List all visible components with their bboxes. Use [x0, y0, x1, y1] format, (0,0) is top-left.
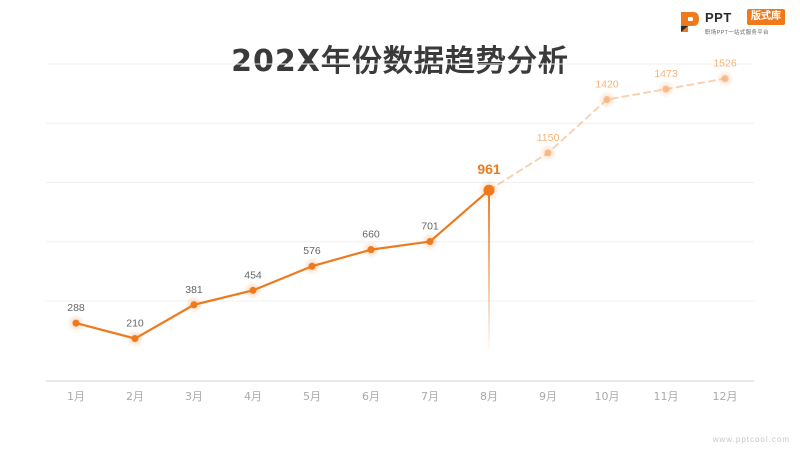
x-tick-label-12: 12月 — [713, 390, 738, 403]
x-tick-label-10: 10月 — [595, 390, 620, 403]
logo-p-icon — [681, 12, 699, 32]
data-point-1 — [72, 319, 80, 327]
highlight-drop-line — [488, 190, 490, 355]
data-label-2: 210 — [126, 318, 144, 330]
brand-logo: PPT 版式库 职场PPT一站式服务平台 — [679, 8, 795, 38]
data-point-8 — [483, 184, 495, 196]
x-tick-label-4: 4月 — [244, 390, 262, 403]
data-point-3 — [190, 301, 198, 309]
x-tick-label-5: 5月 — [303, 390, 321, 403]
x-tick-label-2: 2月 — [126, 390, 144, 403]
data-point-4 — [249, 286, 257, 294]
data-label-6: 660 — [362, 229, 380, 241]
data-label-9: 1150 — [537, 132, 560, 144]
data-label-1: 288 — [67, 302, 85, 314]
logo-tagline: 职场PPT一站式服务平台 — [705, 30, 769, 36]
x-tick-label-1: 1月 — [67, 390, 85, 403]
logo-badge: 版式库 — [747, 9, 785, 25]
logo-name: PPT — [705, 10, 732, 25]
x-tick-label-3: 3月 — [185, 390, 203, 403]
data-point-7 — [426, 238, 434, 246]
data-point-6 — [367, 246, 375, 254]
data-point-12 — [721, 75, 729, 83]
data-point-9 — [544, 149, 552, 157]
x-tick-label-11: 11月 — [654, 390, 679, 403]
x-tick-label-9: 9月 — [539, 390, 557, 403]
data-label-10: 1420 — [595, 79, 619, 91]
page-title: 202X年份数据趋势分析 — [231, 44, 569, 79]
data-label-5: 576 — [303, 245, 321, 257]
data-point-5 — [308, 262, 316, 270]
series-line-solid — [74, 189, 491, 340]
data-label-7: 701 — [421, 221, 439, 233]
data-point-2 — [131, 335, 139, 343]
data-label-3: 381 — [185, 284, 203, 296]
data-label-4: 454 — [244, 269, 262, 281]
x-tick-label-8: 8月 — [480, 390, 498, 403]
data-point-11 — [662, 85, 670, 93]
data-label-11: 1473 — [654, 68, 678, 80]
x-tick-label-7: 7月 — [421, 390, 439, 403]
data-label-8: 961 — [477, 161, 501, 177]
data-point-10 — [603, 96, 611, 104]
footer-url: www.pptcool.com — [712, 435, 790, 444]
data-label-12: 1526 — [713, 58, 737, 70]
x-tick-label-6: 6月 — [362, 390, 380, 403]
